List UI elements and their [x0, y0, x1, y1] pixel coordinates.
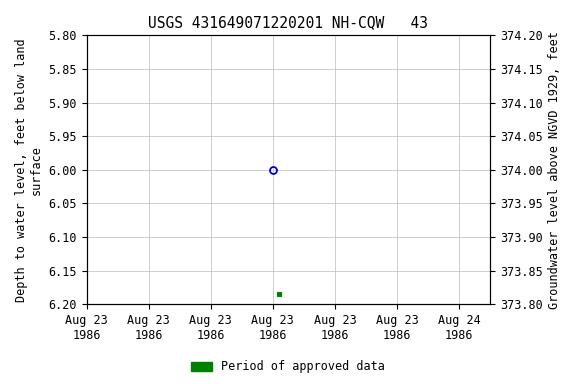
- Title: USGS 431649071220201 NH-CQW   43: USGS 431649071220201 NH-CQW 43: [149, 15, 429, 30]
- Y-axis label: Depth to water level, feet below land
surface: Depth to water level, feet below land su…: [15, 38, 43, 302]
- Legend: Period of approved data: Period of approved data: [186, 356, 390, 378]
- Y-axis label: Groundwater level above NGVD 1929, feet: Groundwater level above NGVD 1929, feet: [548, 31, 561, 309]
